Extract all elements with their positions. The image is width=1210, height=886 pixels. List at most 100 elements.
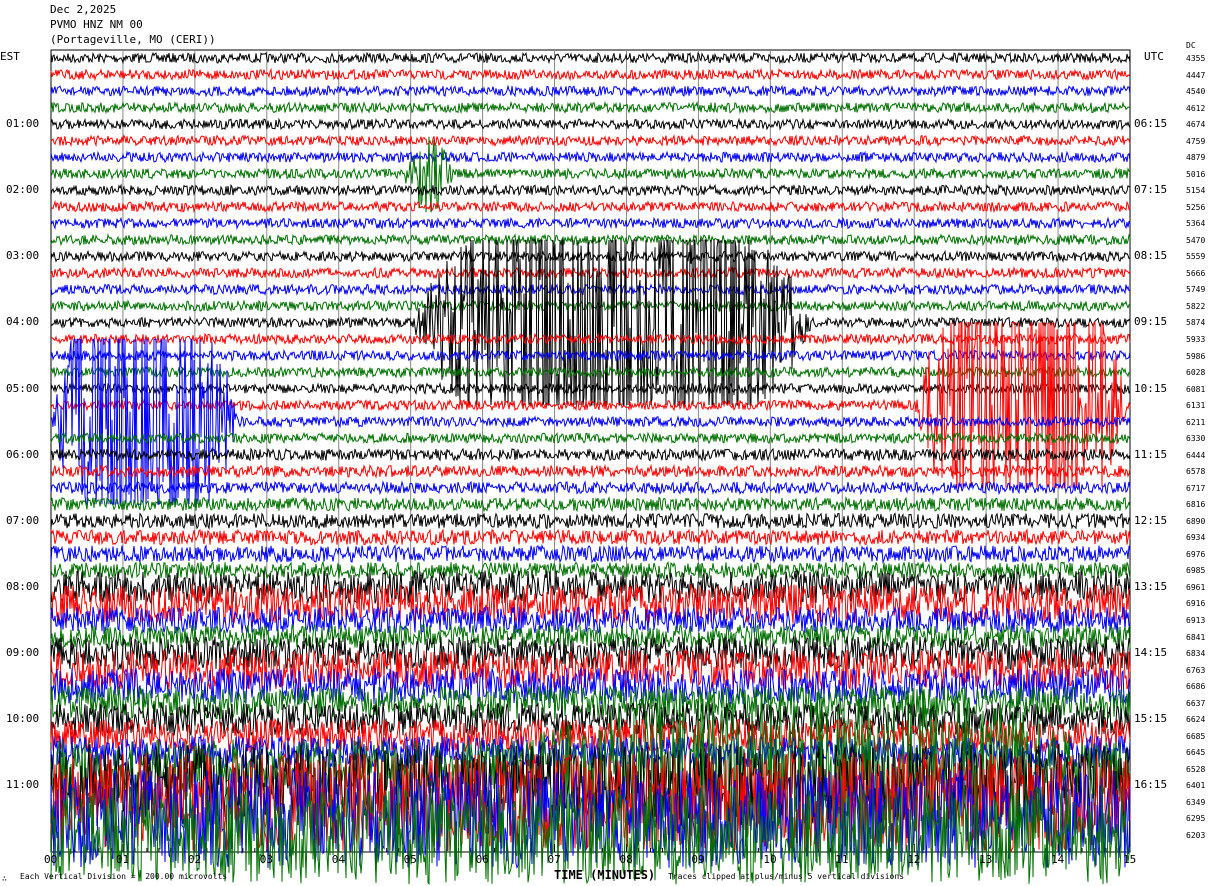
dc-offset-label: 4674 [1186, 120, 1206, 130]
trace-36 [50, 635, 1131, 671]
x-tick-label: 11 [835, 853, 849, 866]
dc-label: DC [1186, 41, 1196, 50]
utc-time-label: 10:15 [1134, 381, 1168, 395]
trace-17 [50, 332, 1131, 346]
utc-time-label: 06:15 [1134, 117, 1168, 131]
dc-offset-label: 6961 [1186, 582, 1206, 592]
trace-29 [50, 528, 1131, 547]
dc-offset-label: 5933 [1186, 335, 1206, 344]
est-title: EST [0, 50, 20, 63]
x-tick-label: 14 [1051, 853, 1065, 866]
dc-offset-label: 5364 [1186, 219, 1206, 229]
trace-28 [50, 512, 1131, 531]
x-tick-label: 05 [403, 853, 417, 866]
x-tick-label: 10 [763, 853, 777, 866]
scale-note: Each Vertical Division = 200.00 microvol… [20, 872, 228, 881]
utc-time-label: 09:15 [1134, 315, 1168, 329]
est-time-label: 03:00 [6, 249, 40, 263]
utc-time-label: 13:15 [1134, 579, 1168, 593]
est-time-label: 07:00 [6, 513, 40, 527]
utc-time-label: 15:15 [1134, 712, 1168, 726]
dc-offset-label: 6763 [1186, 665, 1206, 675]
est-time-label: 09:00 [6, 646, 40, 660]
utc-time-label: 07:15 [1134, 183, 1168, 197]
dc-offset-label: 6934 [1186, 533, 1206, 543]
dc-offset-label: 6578 [1186, 467, 1206, 477]
dc-offset-label: 6211 [1186, 417, 1206, 427]
dc-offset-label: 5559 [1186, 252, 1206, 262]
date: Dec 2,2025 [50, 3, 117, 16]
trace-8 [50, 183, 1131, 198]
est-time-label: 05:00 [6, 381, 40, 395]
utc-title: UTC [1144, 50, 1164, 63]
x-tick-label: 09 [691, 853, 705, 866]
trace-31 [50, 560, 1131, 581]
x-tick-label: 12 [907, 853, 921, 866]
dc-offset-label: 5154 [1186, 186, 1206, 196]
dc-offset-label: 6401 [1186, 781, 1206, 791]
x-axis-label: TIME (MINUTES) [554, 868, 656, 882]
trace-11 [50, 233, 1131, 247]
trace-1 [50, 67, 1131, 82]
x-tick-label: 02 [187, 853, 202, 866]
dc-offset-label: 4759 [1186, 136, 1206, 146]
dc-offset-label: 4879 [1186, 153, 1206, 163]
dc-offset-label: 6913 [1186, 616, 1206, 626]
est-time-label: 11:00 [6, 778, 40, 792]
trace-4 [50, 117, 1131, 131]
dc-offset-label: 6816 [1186, 500, 1206, 510]
dc-offset-label: 4612 [1186, 103, 1206, 113]
trace-0 [50, 51, 1131, 65]
est-time-label: 06:00 [6, 447, 40, 461]
dc-offset-label: 6330 [1186, 434, 1206, 444]
trace-9 [50, 199, 1131, 214]
trace-24 [50, 447, 1131, 463]
trace-42 [50, 734, 1131, 771]
trace-5 [50, 134, 1131, 148]
dc-offset-label: 4355 [1186, 54, 1206, 63]
trace-41 [50, 717, 1131, 754]
trace-39 [50, 684, 1131, 721]
dc-offset-label: 6841 [1186, 632, 1206, 642]
est-time-label: 01:00 [6, 117, 40, 131]
trace-32 [50, 569, 1131, 605]
trace-26 [50, 480, 1131, 496]
dc-offset-label: 6349 [1186, 797, 1206, 807]
trace-13 [50, 265, 1131, 280]
trace-7 [50, 136, 1131, 213]
clip-note: Traces clipped at plus/minus 5 vertical … [668, 872, 905, 881]
x-tick-label: 07 [547, 853, 561, 866]
dc-offset-label: 6916 [1186, 599, 1206, 609]
trace-14 [50, 282, 1131, 297]
dc-offset-label: 6028 [1186, 368, 1206, 378]
trace-2 [50, 84, 1131, 98]
x-tick-label: 00 [44, 853, 58, 866]
trace-27 [50, 496, 1131, 513]
trace-34 [50, 605, 1131, 635]
dc-offset-label: 6528 [1186, 764, 1206, 774]
dc-offset-label: 6834 [1186, 649, 1206, 659]
x-tick-label: 06 [475, 853, 489, 866]
dc-offset-label: 6890 [1186, 516, 1206, 526]
x-tick-label: 04 [331, 853, 345, 866]
x-tick-label: 08 [619, 853, 633, 866]
trace-15 [50, 299, 1131, 313]
x-tick-label: 13 [979, 853, 993, 866]
utc-time-label: 08:15 [1134, 249, 1168, 263]
dc-offset-label: 6645 [1186, 748, 1206, 758]
logo: ∴ [2, 874, 7, 883]
dc-offset-label: 6295 [1186, 814, 1206, 824]
utc-time-label: 14:15 [1134, 646, 1168, 660]
est-time-label: 02:00 [6, 183, 40, 197]
trace-22 [50, 338, 1131, 505]
dc-offset-label: 6717 [1186, 483, 1206, 493]
dc-offset-label: 6131 [1186, 401, 1206, 411]
trace-3 [50, 100, 1130, 115]
dc-offset-label: 5874 [1186, 318, 1206, 328]
dc-offset-label: 6685 [1186, 731, 1206, 741]
station: PVMO HNZ NM 00 [50, 18, 143, 31]
trace-38 [50, 667, 1131, 705]
dc-offset-label: 5666 [1186, 268, 1206, 278]
trace-30 [50, 543, 1131, 565]
